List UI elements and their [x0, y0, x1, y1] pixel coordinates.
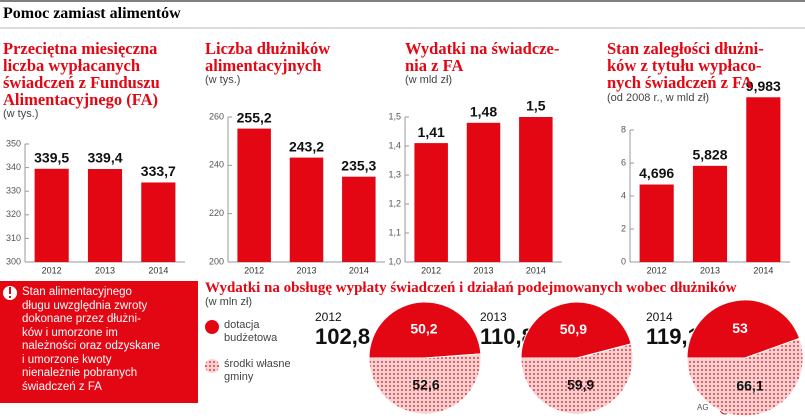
x-tick-label: 2012: [421, 265, 441, 275]
value-label: 339,5: [34, 149, 69, 165]
y-tick-label: 2: [621, 223, 626, 233]
bar: [466, 122, 501, 262]
chart-title: Stan zaległości dłużni- ków z tytułu wyp…: [607, 39, 764, 92]
y-tick-label: 300: [6, 256, 21, 266]
section-title: Wydatki na obsługę wypłaty świadczeń i d…: [205, 280, 737, 296]
x-tick-label: 2013: [95, 265, 115, 275]
y-tick-label: 310: [6, 233, 21, 243]
bar: [87, 169, 123, 262]
pie-slice: [686, 337, 804, 417]
value-label: 1,41: [418, 124, 445, 140]
bar: [414, 143, 448, 262]
x-tick-label: 2013: [473, 265, 493, 275]
note-box: [0, 281, 198, 403]
value-label: 1,5: [526, 98, 546, 114]
value-label: 5,828: [692, 147, 727, 163]
chart-title: Liczba dłużników alimentacyjnych: [205, 39, 331, 75]
pie-slice: [686, 299, 801, 359]
pie-label: 50,2: [410, 321, 437, 337]
x-tick-label: 2013: [700, 265, 720, 275]
x-tick-label: 2013: [296, 265, 316, 275]
value-label: 333,7: [141, 163, 176, 179]
x-tick-label: 2014: [349, 265, 369, 275]
y-tick-label: 200: [209, 256, 224, 266]
y-tick-label: 330: [6, 186, 21, 196]
value-label: 243,2: [289, 138, 324, 154]
pie-total: 102,8: [315, 324, 370, 349]
y-tick-label: 320: [6, 209, 21, 219]
y-tick-label: 4: [621, 190, 626, 200]
y-tick-label: 1,0: [388, 256, 401, 266]
credit: AG: [697, 403, 709, 412]
bar: [692, 165, 728, 262]
pie-year: 2012: [315, 310, 342, 324]
note-text: Stan alimentacyjnego długu uwzględnia zw…: [22, 286, 161, 393]
page-title: Pomoc zamiast alimentów: [3, 5, 181, 22]
y-tick-label: 1,2: [388, 198, 401, 208]
section-subtitle: (w mln zł): [205, 296, 253, 308]
value-label: 339,4: [87, 150, 122, 166]
pie-slice: [520, 301, 632, 359]
bar: [746, 97, 781, 262]
x-tick-label: 2014: [526, 265, 546, 275]
value-label: 235,3: [341, 157, 376, 173]
x-tick-label: 2014: [753, 265, 773, 275]
bar: [639, 184, 674, 262]
pie-label: 66,1: [736, 377, 763, 393]
x-tick-label: 2012: [42, 265, 62, 275]
bar: [141, 182, 176, 262]
value-label: 9,983: [746, 78, 781, 94]
y-tick-label: 1,5: [388, 111, 401, 121]
y-tick-label: 6: [621, 157, 626, 167]
pie-slice: [520, 343, 634, 415]
pie-label: 50,9: [560, 321, 587, 337]
value-label: 4,696: [639, 165, 674, 181]
x-tick-label: 2014: [148, 265, 168, 275]
value-label: 1,48: [470, 104, 497, 120]
pie-slice: [368, 353, 482, 415]
y-tick-label: 8: [621, 124, 626, 134]
legend-swatch: [205, 320, 219, 334]
note-icon-dot: [9, 296, 11, 298]
chart-subtitle: (w tys.): [205, 74, 241, 86]
value-label: 255,2: [237, 109, 272, 125]
y-tick-label: 260: [209, 111, 224, 121]
y-tick-label: 1,1: [388, 227, 401, 237]
chart-subtitle: (w mld zł): [405, 74, 453, 86]
pie-year: 2014: [646, 310, 673, 324]
bar: [34, 168, 69, 262]
y-tick-label: 240: [209, 160, 224, 170]
bar: [342, 176, 376, 262]
y-tick-label: 350: [6, 138, 21, 148]
y-tick-label: 0: [621, 256, 626, 266]
bar: [237, 128, 271, 262]
chart-subtitle: (w tys.): [3, 108, 39, 120]
legend-label: środki własne gminy: [224, 358, 291, 383]
y-tick-label: 1,3: [388, 169, 401, 179]
x-tick-label: 2012: [244, 265, 264, 275]
pie-label: 52,6: [412, 377, 439, 393]
x-tick-label: 2012: [647, 265, 667, 275]
legend-label: dotacja budżetowa: [224, 319, 278, 344]
y-tick-label: 1,4: [388, 140, 401, 150]
y-tick-label: 220: [209, 208, 224, 218]
pie-label: 53: [732, 320, 748, 336]
pie-slice: [368, 301, 482, 359]
bar: [289, 157, 324, 262]
pie-year: 2013: [480, 310, 507, 324]
bar: [519, 117, 553, 262]
chart-title: Przeciętna miesięczna liczba wypłacanych…: [3, 39, 160, 109]
y-tick-label: 340: [6, 162, 21, 172]
pie-label: 59,9: [567, 376, 594, 392]
legend-swatch: [205, 359, 219, 373]
chart-subtitle: (od 2008 r., w mld zł): [607, 92, 710, 104]
note-icon-bar: [9, 287, 11, 294]
chart-title: Wydatki na świadcze- nia z FA: [405, 39, 560, 75]
